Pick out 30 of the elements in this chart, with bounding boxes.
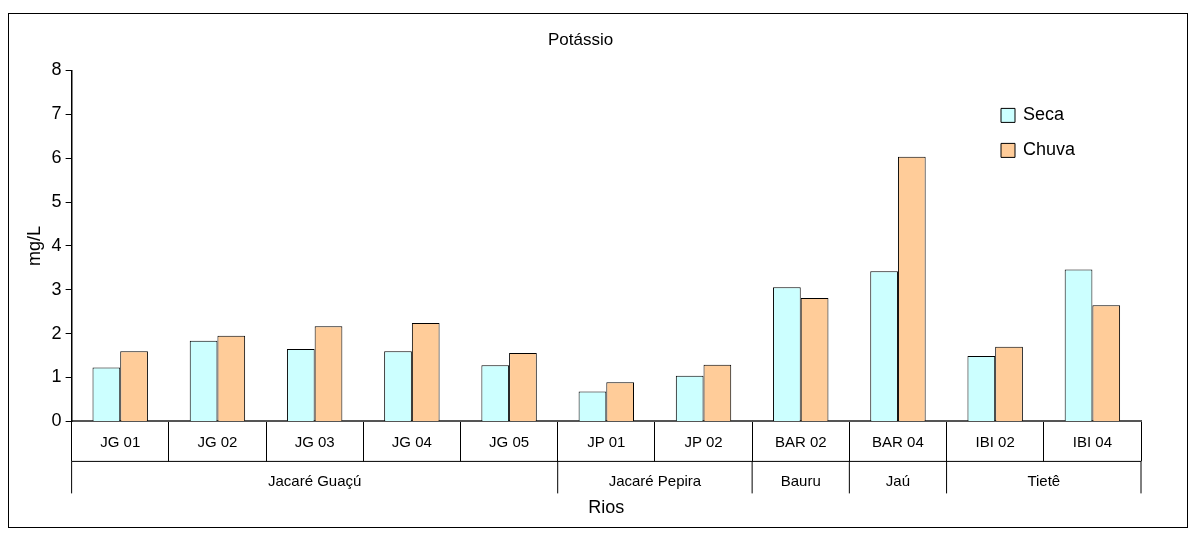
text: Jacaré Pepira <box>608 471 702 489</box>
y-tick-label: 6 <box>51 147 62 168</box>
x-tick-label: IBI 04 <box>1072 432 1112 450</box>
x-tick-label: JG 03 <box>294 432 335 450</box>
y-tick-label: 8 <box>51 59 62 80</box>
y-tick-label: 4 <box>51 234 62 255</box>
text: Jacaré Guaçú <box>267 471 362 489</box>
x-tick-label: JP 01 <box>587 432 626 450</box>
y-tick-label: 7 <box>51 103 62 124</box>
y-tick-label: 0 <box>51 410 62 431</box>
y-tick-label: 1 <box>51 366 62 387</box>
x-axis-title: Rios <box>588 497 625 518</box>
y-tick-label: 3 <box>51 278 62 299</box>
text: Jaú <box>885 471 911 489</box>
x-tick-label: IBI 02 <box>975 432 1015 450</box>
x-tick-label: JG 02 <box>197 432 238 450</box>
text: Tietê <box>1027 471 1061 489</box>
x-tick-label: BAR 02 <box>774 432 827 450</box>
legend-label: Seca <box>1023 104 1066 125</box>
y-tick-label: 5 <box>51 190 62 211</box>
legend-label: Chuva <box>1023 139 1077 160</box>
y-tick-label: 2 <box>51 322 62 343</box>
x-tick-label: JP 02 <box>684 432 723 450</box>
x-tick-label: JG 01 <box>100 432 141 450</box>
x-tick-label: JG 04 <box>391 432 432 450</box>
x-tick-label: BAR 04 <box>872 432 924 450</box>
text: Bauru <box>780 471 821 489</box>
chart-title: Potássio <box>547 29 614 49</box>
x-tick-label: JG 05 <box>489 432 530 450</box>
y-axis-title: mg/L <box>23 225 44 266</box>
